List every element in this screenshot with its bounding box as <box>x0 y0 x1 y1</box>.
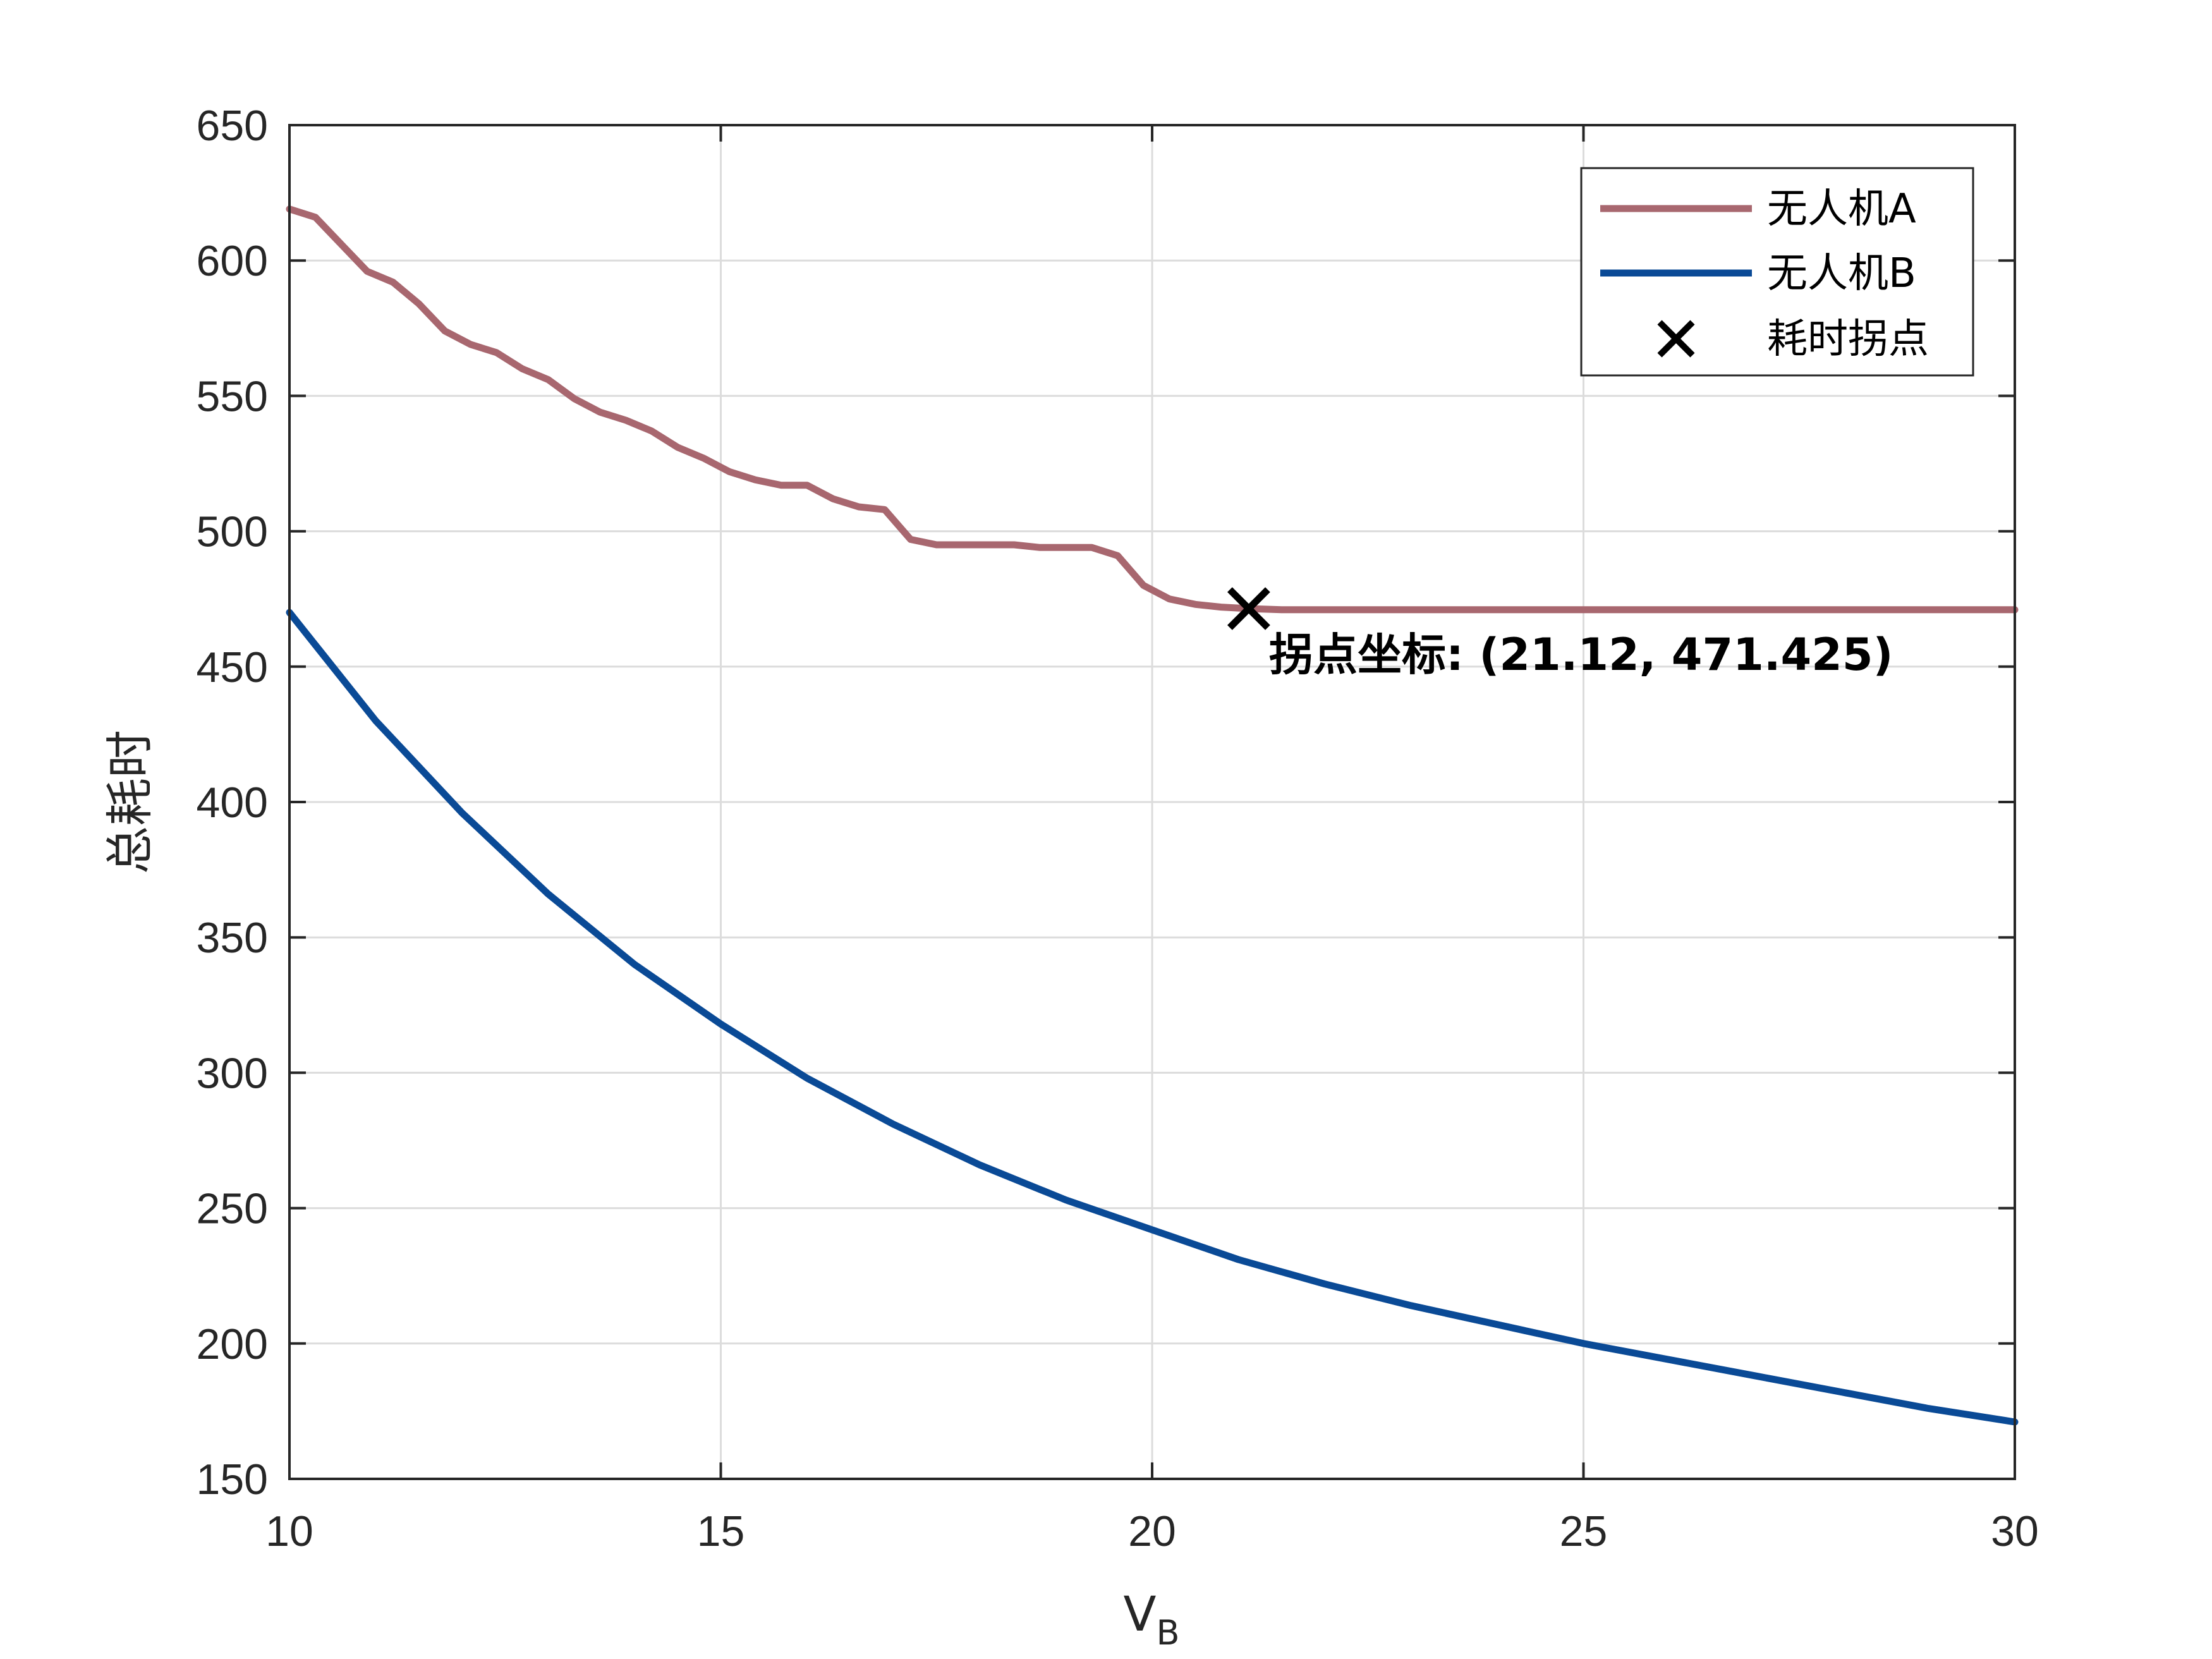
legend-label-a: 无人机A <box>1767 186 1916 233</box>
x-axis-label-subscript: B <box>1156 1613 1179 1653</box>
x-axis-label-main: V <box>1123 1586 1156 1642</box>
y-tick-label: 650 <box>197 102 268 150</box>
series-line-b <box>286 609 2019 1426</box>
y-axis-label: 总耗时 <box>102 730 158 874</box>
x-tick-label: 15 <box>697 1507 745 1555</box>
y-tick-label: 200 <box>197 1320 268 1368</box>
x-axis-label: VB <box>1123 1586 1179 1653</box>
x-tick-label: 25 <box>1560 1507 1608 1555</box>
y-tick-label: 350 <box>197 914 268 962</box>
legend: 无人机A 无人机B 耗时拐点 <box>1580 167 1974 377</box>
y-tick-label: 300 <box>197 1049 268 1097</box>
series-line-a <box>286 205 2019 614</box>
x-tick-label: 30 <box>1991 1507 2039 1555</box>
y-tick-label: 550 <box>197 372 268 420</box>
x-tick-label: 20 <box>1128 1507 1176 1555</box>
grid <box>289 125 2015 1479</box>
y-tick-label: 500 <box>197 508 268 556</box>
legend-label-b: 无人机B <box>1767 250 1916 297</box>
legend-marker-icon <box>1657 320 1695 358</box>
legend-label-marker: 耗时拐点 <box>1767 316 1929 363</box>
y-tick-label: 150 <box>197 1455 268 1504</box>
marker-group <box>1227 587 1270 630</box>
series-group <box>286 205 2019 1426</box>
inflection-marker <box>1227 587 1270 630</box>
y-tick-label: 450 <box>197 643 268 691</box>
inflection-annotation: 拐点坐标: (21.12, 471.425) <box>1269 629 1893 681</box>
ticks: 10 15 20 25 30 150 200 250 300 350 400 450 500 550 600… <box>197 102 2039 1555</box>
y-tick-label: 400 <box>197 779 268 827</box>
y-tick-label: 250 <box>197 1185 268 1233</box>
x-tick-label: 10 <box>265 1507 313 1555</box>
y-tick-label: 600 <box>197 237 268 285</box>
